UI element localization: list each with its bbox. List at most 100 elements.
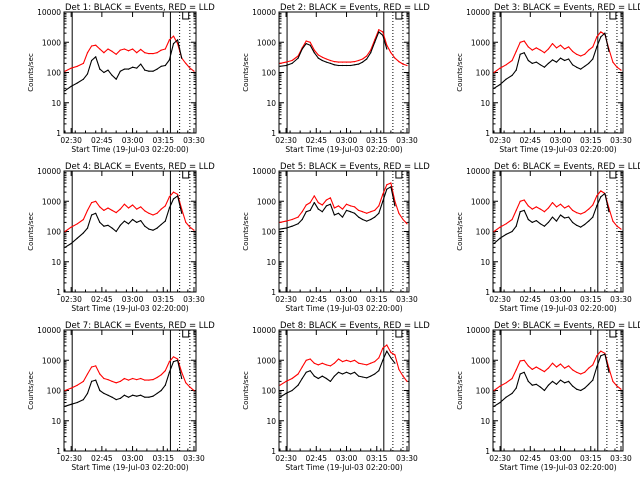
data-point-lld [317,202,319,204]
data-point-lld [559,363,562,365]
series-line-lld [493,31,622,73]
y-tick-label: 100 [47,228,62,237]
data-point-lld [398,368,400,370]
data-point-lld [616,225,618,227]
data-point-lld [321,204,323,206]
y-tick-label: 1 [271,288,276,297]
data-point-lld [99,48,101,50]
panel-title: Det 1: BLACK = Events, RED = LLD [65,3,215,13]
data-point-events [132,66,134,68]
data-point-events [140,394,142,396]
data-point-events [559,214,562,216]
data-point-lld [576,212,578,214]
y-tick-label: 10000 [252,8,276,17]
panel-title: Det 3: BLACK = Events, RED = LLD [494,3,640,13]
data-point-lld [390,52,392,54]
plot-frame [492,329,624,452]
data-point-events [321,375,323,377]
panel-det-4: 1 10 100 1000 10000 02:30 02:45 03:00 03:15 03:30… [27,162,215,313]
data-point-events [333,214,335,216]
data-point-lld [297,373,299,375]
data-point-lld [596,195,598,197]
data-point-events [374,216,376,218]
x-tick-label: 02:30 [275,295,297,304]
data-point-lld [82,62,84,64]
data-point-events [91,380,93,382]
data-point-lld [394,354,396,356]
plot-frame [278,329,410,452]
y-axis-label: Counts/sec [242,53,250,92]
data-point-lld [370,362,372,364]
data-point-events [350,64,352,67]
data-point-lld [358,59,360,62]
data-point-lld [111,209,113,211]
data-point-events [136,221,138,223]
y-axis-label: Counts/sec [27,371,35,410]
data-point-events [390,357,392,359]
data-point-lld [576,371,578,373]
x-tick-label: 03:15 [152,136,174,145]
data-point-events [279,65,281,67]
data-point-events [313,202,315,204]
y-tick-label: 100 [476,228,491,237]
data-point-events [505,78,507,80]
y-tick-label: 10 [266,258,276,267]
data-point-lld [172,191,175,193]
x-tick-label: 03:15 [580,136,602,145]
data-point-lld [600,350,602,352]
panel-title: Det 2: BLACK = Events, RED = LLD [280,3,430,13]
data-point-lld [119,208,121,210]
data-point-events [160,223,162,226]
y-axis-label: Counts/sec [456,212,464,251]
data-point-lld [572,369,574,371]
data-point-lld [555,366,558,368]
data-point-events [156,68,158,70]
interval-bracket [609,12,617,20]
series-line-events [493,353,610,407]
y-tick-label: 10000 [466,167,490,176]
data-point-lld [402,375,404,377]
data-point-lld [386,344,388,346]
data-point-events [313,375,315,377]
data-point-events [70,403,72,405]
data-point-lld [325,58,327,60]
data-point-lld [185,221,187,223]
data-point-lld [140,377,142,380]
data-point-events [279,228,281,230]
y-tick-label: 1000 [257,356,276,365]
data-point-events [386,350,388,352]
series-line-events [279,350,396,398]
x-tick-label: 03:00 [336,295,358,304]
data-point-lld [127,50,130,52]
data-point-lld [329,197,331,199]
data-point-lld [152,214,154,216]
data-point-lld [193,229,195,231]
data-point-lld [148,212,150,214]
data-point-lld [140,48,142,51]
data-point-events [297,384,299,386]
data-point-lld [362,58,364,60]
data-point-lld [382,347,384,349]
data-point-events [608,211,610,213]
data-point-lld [362,363,364,365]
data-point-events [103,225,105,227]
data-point-events [519,53,521,55]
interval-bracket [609,171,617,179]
data-point-events [505,396,507,398]
data-point-events [285,227,287,229]
data-point-events [515,69,517,71]
x-axis-label: Start Time (19-Jul-03 02:20:00) [499,463,616,472]
data-point-events [394,362,396,364]
data-point-lld [519,360,521,362]
interval-bracket [182,171,190,179]
data-point-lld [123,377,125,380]
data-point-lld [406,380,408,382]
data-point-events [493,242,495,245]
x-tick-label: 03:00 [336,454,358,463]
data-point-events [535,383,537,385]
data-point-lld [378,205,380,207]
data-point-lld [309,358,311,360]
data-point-events [64,90,66,92]
data-point-lld [580,55,582,57]
data-point-lld [499,226,501,228]
